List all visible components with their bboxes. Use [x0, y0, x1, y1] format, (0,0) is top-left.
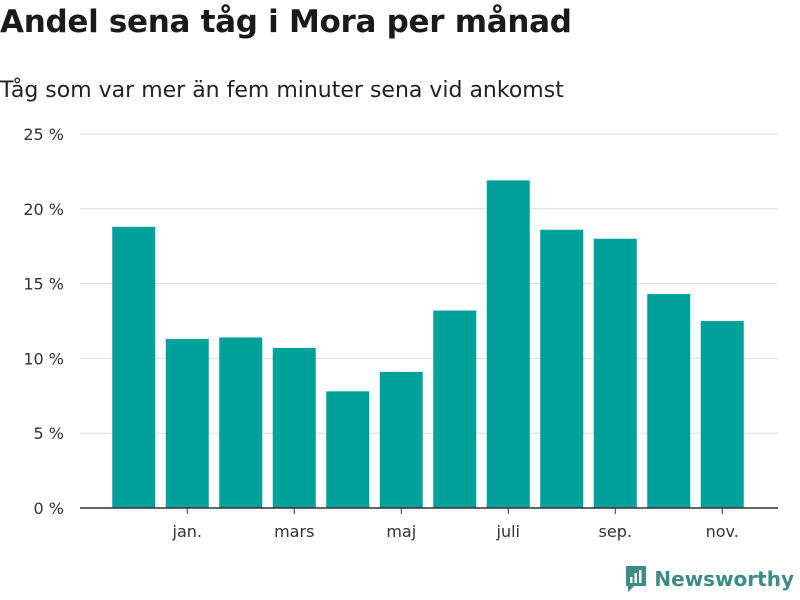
- y-tick-label: 0 %: [34, 499, 64, 518]
- y-tick-label: 20 %: [23, 200, 64, 219]
- x-tick-label: sep.: [599, 522, 632, 541]
- bar: [379, 371, 423, 508]
- x-tick-label: mars: [274, 522, 314, 541]
- bar: [486, 180, 530, 508]
- x-tick-label: maj: [386, 522, 416, 541]
- bar: [326, 391, 370, 508]
- bar: [433, 310, 477, 508]
- bar: [647, 294, 691, 508]
- x-tick-label: juli: [496, 522, 520, 541]
- chart-title: Andel sena tåg i Mora per månad: [0, 4, 572, 40]
- y-tick-label: 25 %: [23, 125, 64, 144]
- bar: [700, 321, 744, 508]
- newsworthy-logo-icon: [626, 566, 647, 592]
- y-tick-label: 10 %: [23, 349, 64, 368]
- bar: [272, 347, 316, 508]
- brand-name: Newsworthy: [654, 567, 794, 591]
- bar: [219, 337, 263, 508]
- y-tick-label: 15 %: [23, 275, 64, 294]
- bar: [540, 229, 584, 508]
- bar: [112, 226, 156, 508]
- x-tick-label: jan.: [172, 522, 202, 541]
- x-tick-label: nov.: [706, 522, 739, 541]
- brand-logo: Newsworthy: [624, 564, 794, 594]
- chart-subtitle: Tåg som var mer än fem minuter sena vid …: [0, 78, 564, 103]
- bar: [165, 338, 209, 508]
- bar: [593, 238, 637, 508]
- y-tick-label: 5 %: [34, 424, 64, 443]
